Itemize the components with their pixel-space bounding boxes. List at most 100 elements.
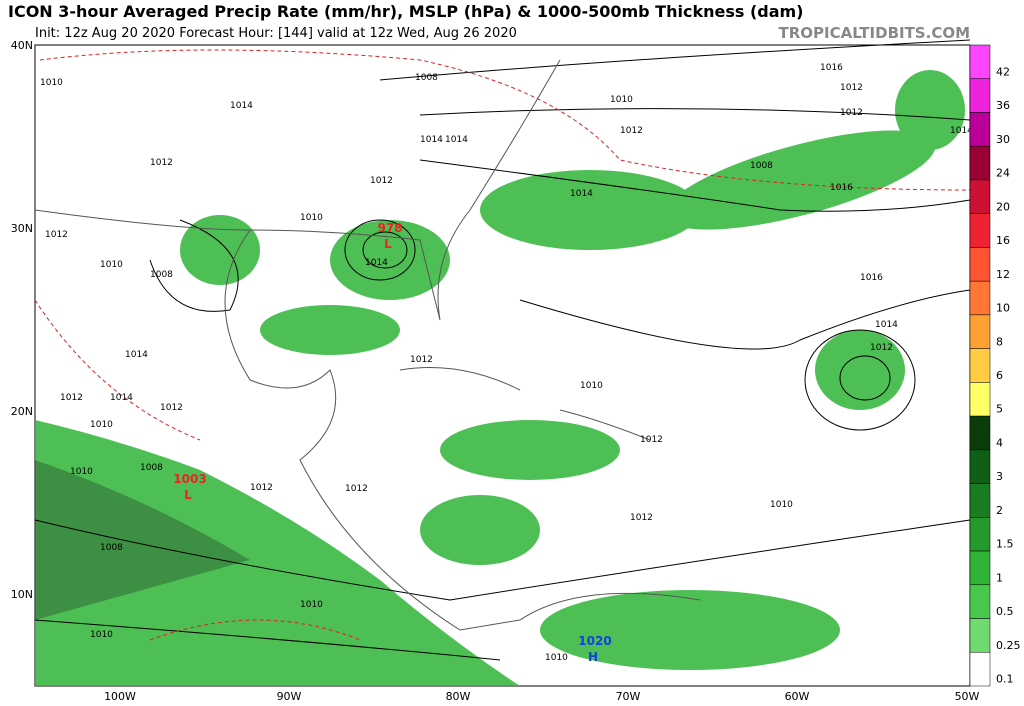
isobar-label: 1008 xyxy=(150,270,173,280)
isobar-label: 1014 xyxy=(875,320,898,330)
isobar-label: 1012 xyxy=(250,483,273,493)
isobar-label: 1014 xyxy=(445,135,468,145)
colorbar-label: 0.1 xyxy=(996,673,1014,686)
isobar-label: 1016 xyxy=(830,183,853,193)
isobar-label: 1012 xyxy=(620,126,643,136)
colorbar-swatch xyxy=(969,247,991,282)
colorbar-swatch xyxy=(969,415,991,451)
lat-label: 20N xyxy=(11,405,33,418)
colorbar-label: 10 xyxy=(996,302,1010,315)
isobar-label: 1010 xyxy=(770,500,793,510)
colorbar-swatch xyxy=(969,213,991,248)
isobar-label: 1012 xyxy=(160,403,183,413)
isobar-label: 1012 xyxy=(630,513,653,523)
isobar-label: 1012 xyxy=(840,108,863,118)
isobar-label: 1014 xyxy=(125,350,148,360)
colorbar-label: 1 xyxy=(996,571,1003,584)
colorbar-label: 3 xyxy=(996,470,1003,483)
colorbar-label: 0.5 xyxy=(996,605,1014,618)
colorbar-label: 2 xyxy=(996,504,1003,517)
colorbar-label: 30 xyxy=(996,133,1010,146)
isobar-label: 1012 xyxy=(370,176,393,186)
title: ICON 3-hour Averaged Precip Rate (mm/hr)… xyxy=(8,2,804,21)
colorbar-label: 6 xyxy=(996,369,1003,382)
lat-label: 30N xyxy=(11,222,33,235)
isobar-label: 1012 xyxy=(870,343,893,353)
colorbar-swatch xyxy=(969,145,991,181)
isobar-label: 1014 xyxy=(365,258,388,268)
isobars xyxy=(34,39,971,661)
isobar-label: 1012 xyxy=(45,230,68,240)
isobar-label: 1008 xyxy=(100,543,123,553)
map xyxy=(34,39,971,687)
isobar-label: 1010 xyxy=(580,381,603,391)
storm-pressure: 1003 xyxy=(173,472,206,486)
lon-label: 80W xyxy=(446,690,471,703)
colorbar-label: 8 xyxy=(996,335,1003,348)
storm-pressure: 978 xyxy=(377,221,402,235)
colorbar-swatch xyxy=(969,483,991,518)
isobar-label: 1012 xyxy=(410,355,433,365)
isobar-label: 1012 xyxy=(60,393,83,403)
isobar-label: 1010 xyxy=(90,630,113,640)
isobar-label: 1010 xyxy=(300,600,323,610)
lon-label: 70W xyxy=(616,690,641,703)
isobar-label: 1014 xyxy=(950,126,973,136)
subtitle: Init: 12z Aug 20 2020 Forecast Hour: [14… xyxy=(35,26,517,41)
thickness-576 xyxy=(34,49,971,641)
lon-label: 50W xyxy=(955,690,980,703)
isobar-label: 1014 xyxy=(110,393,133,403)
colorbar-swatch xyxy=(969,280,991,316)
colorbar-label: 16 xyxy=(996,234,1010,247)
isobar-label: 1012 xyxy=(345,484,368,494)
colorbar-label: 4 xyxy=(996,436,1003,449)
isobar-label: 1014 xyxy=(420,135,443,145)
isobar-label: 1016 xyxy=(860,273,883,283)
isobar-label: 1008 xyxy=(750,161,773,171)
isobar-label: 1010 xyxy=(300,213,323,223)
colorbar-label: 12 xyxy=(996,268,1010,281)
isobar-label: 1012 xyxy=(640,435,663,445)
colorbar-swatch xyxy=(969,517,991,552)
colorbar-label: 20 xyxy=(996,200,1010,213)
isobar-label: 1010 xyxy=(610,95,633,105)
isobar-label: 1014 xyxy=(230,101,253,111)
colorbar-swatch xyxy=(969,348,991,383)
colorbar-label: 36 xyxy=(996,99,1010,112)
isobar-label: 1010 xyxy=(40,78,63,88)
colorbar-swatch xyxy=(969,44,991,79)
colorbar-label: 42 xyxy=(996,65,1010,78)
lat-label: 40N xyxy=(11,39,33,52)
isobar-label: 1012 xyxy=(150,158,173,168)
isobar-label: 1010 xyxy=(545,653,568,663)
isobar-label: 1010 xyxy=(90,420,113,430)
storm-pressure: 1020 xyxy=(578,634,611,648)
lon-label: 90W xyxy=(277,690,302,703)
isobar-label: 1010 xyxy=(100,260,123,270)
lon-label: 100W xyxy=(104,690,136,703)
storm-symbol: H xyxy=(588,650,598,664)
precip xyxy=(35,70,965,686)
coastlines xyxy=(34,59,701,631)
colorbar-swatch xyxy=(969,550,991,586)
storm-symbol: L xyxy=(184,488,192,502)
colorbar-label: 5 xyxy=(996,403,1003,416)
colorbar-swatch xyxy=(969,314,991,349)
lon-label: 60W xyxy=(785,690,810,703)
isobar-label: 1008 xyxy=(415,73,438,83)
colorbar-swatch xyxy=(969,78,991,113)
colorbar-swatch xyxy=(969,382,991,417)
isobar-label: 1014 xyxy=(570,189,593,199)
colorbar-label: 24 xyxy=(996,167,1010,180)
isobar-label: 1008 xyxy=(140,463,163,473)
isobar-label: 1012 xyxy=(840,83,863,93)
colorbar-swatch xyxy=(969,449,991,484)
colorbar-label: 0.25 xyxy=(996,639,1021,652)
site-name: TROPICALTIDBITS.COM xyxy=(779,24,971,42)
lat-label: 10N xyxy=(11,588,33,601)
colorbar-swatch xyxy=(969,179,991,214)
colorbar-swatch xyxy=(969,112,991,147)
